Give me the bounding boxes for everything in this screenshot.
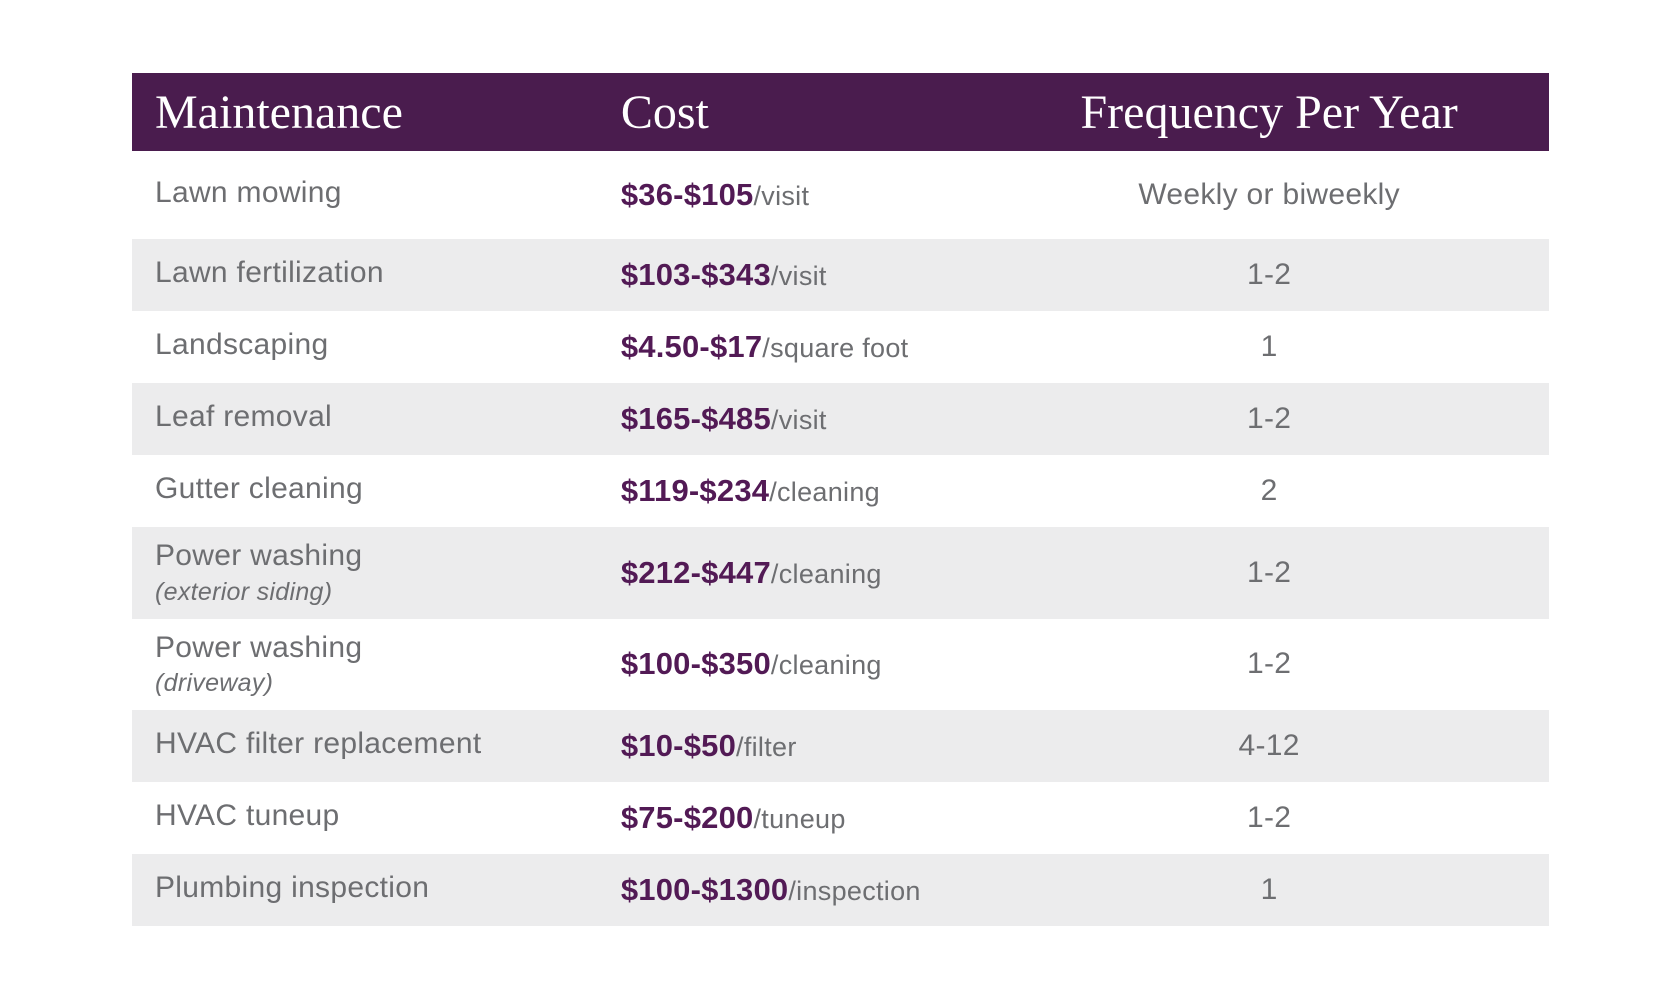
table-body: Lawn mowing $36-$105/visit Weekly or biw… — [132, 151, 1549, 926]
header-cost: Cost — [620, 85, 709, 139]
maintenance-label: Landscaping — [155, 328, 329, 362]
frequency-value: 1-2 — [1246, 555, 1292, 589]
maintenance-cell: Lawn mowing — [132, 176, 621, 214]
maintenance-label: HVAC tuneup — [155, 799, 340, 833]
cost-value: $100-$1300 — [620, 872, 789, 907]
cost-cell: $103-$343/visit — [621, 257, 989, 293]
frequency-value: 1-2 — [1246, 402, 1292, 435]
maintenance-cell: Landscaping — [132, 328, 621, 366]
cost-value: $212-$447 — [620, 554, 771, 590]
cost-unit: /filter — [736, 732, 797, 762]
cost-unit: /visit — [770, 405, 827, 435]
maintenance-cell: Power washing (exterior siding) — [132, 539, 621, 607]
maintenance-label: Power washing — [155, 539, 363, 572]
frequency-value: 1 — [1260, 873, 1278, 906]
cost-unit: /inspection — [788, 876, 921, 906]
frequency-value: 1-2 — [1246, 801, 1292, 834]
cost-value: $165-$485 — [620, 401, 771, 436]
table-row: Lawn mowing $36-$105/visit Weekly or biw… — [132, 151, 1549, 239]
frequency-value: 2 — [1260, 474, 1278, 507]
cost-value: $4.50-$17 — [620, 329, 763, 364]
cost-value: $75-$200 — [620, 800, 754, 835]
maintenance-cell: Plumbing inspection — [132, 871, 621, 909]
header-maintenance: Maintenance — [155, 85, 403, 139]
maintenance-label: Lawn fertilization — [155, 256, 384, 290]
maintenance-cost-table: Maintenance Cost Frequency Per Year Lawn… — [132, 73, 1549, 926]
frequency-value: 4-12 — [1238, 729, 1300, 762]
table-row: Plumbing inspection $100-$1300/inspectio… — [132, 854, 1549, 926]
maintenance-cell: Power washing (driveway) — [132, 631, 621, 699]
cost-unit: /square foot — [762, 333, 909, 363]
cost-unit: /visit — [770, 261, 827, 291]
cost-cell: $75-$200/tuneup — [621, 800, 989, 836]
maintenance-label: Leaf removal — [155, 400, 333, 434]
frequency-value: 1-2 — [1246, 258, 1292, 291]
cost-unit: /cleaning — [769, 477, 880, 507]
maintenance-label: Plumbing inspection — [155, 871, 430, 905]
maintenance-label: Lawn mowing — [155, 176, 342, 210]
maintenance-subtitle: (exterior siding) — [155, 577, 333, 606]
frequency-value: 1-2 — [1246, 647, 1292, 681]
maintenance-label: HVAC filter replacement — [155, 727, 482, 761]
cost-unit: /visit — [753, 181, 810, 211]
maintenance-label: Gutter cleaning — [155, 472, 363, 506]
cost-unit: /cleaning — [770, 558, 882, 589]
table-row: HVAC tuneup $75-$200/tuneup 1-2 — [132, 782, 1549, 854]
cost-cell: $4.50-$17/square foot — [621, 329, 989, 365]
cost-unit: /cleaning — [770, 650, 882, 681]
table-row: Power washing (exterior siding) $212-$44… — [132, 527, 1549, 619]
table-row: Gutter cleaning $119-$234/cleaning 2 — [132, 455, 1549, 527]
cost-value: $10-$50 — [620, 728, 737, 763]
cost-cell: $212-$447/cleaning — [621, 555, 989, 591]
maintenance-subtitle: (driveway) — [155, 669, 274, 697]
frequency-value: Weekly or biweekly — [1138, 178, 1400, 211]
cost-value: $100-$350 — [620, 646, 771, 682]
cost-value: $119-$234 — [620, 473, 770, 508]
cost-cell: $100-$1300/inspection — [621, 872, 989, 908]
cost-cell: $36-$105/visit — [621, 177, 989, 213]
cost-cell: $165-$485/visit — [621, 401, 989, 437]
maintenance-cell: HVAC tuneup — [132, 799, 621, 837]
cost-value: $103-$343 — [620, 257, 771, 292]
maintenance-cell: Lawn fertilization — [132, 256, 621, 294]
maintenance-label: Power washing — [155, 630, 363, 664]
header-frequency: Frequency Per Year — [1080, 85, 1458, 139]
maintenance-cell: Leaf removal — [132, 400, 621, 438]
table-row: Power washing (driveway) $100-$350/clean… — [132, 619, 1549, 711]
cost-unit: /tuneup — [753, 804, 846, 834]
cost-value: $36-$105 — [620, 177, 754, 212]
table-row: Lawn fertilization $103-$343/visit 1-2 — [132, 239, 1549, 311]
table-row: Leaf removal $165-$485/visit 1-2 — [132, 383, 1549, 455]
maintenance-cell: Gutter cleaning — [132, 472, 621, 510]
cost-cell: $119-$234/cleaning — [621, 473, 989, 509]
cost-cell: $100-$350/cleaning — [621, 646, 989, 682]
table-row: Landscaping $4.50-$17/square foot 1 — [132, 311, 1549, 383]
frequency-value: 1 — [1260, 330, 1278, 363]
table-row: HVAC filter replacement $10-$50/filter 4… — [132, 710, 1549, 782]
cost-cell: $10-$50/filter — [621, 728, 989, 764]
maintenance-cell: HVAC filter replacement — [132, 727, 621, 765]
table-header: Maintenance Cost Frequency Per Year — [132, 73, 1549, 151]
